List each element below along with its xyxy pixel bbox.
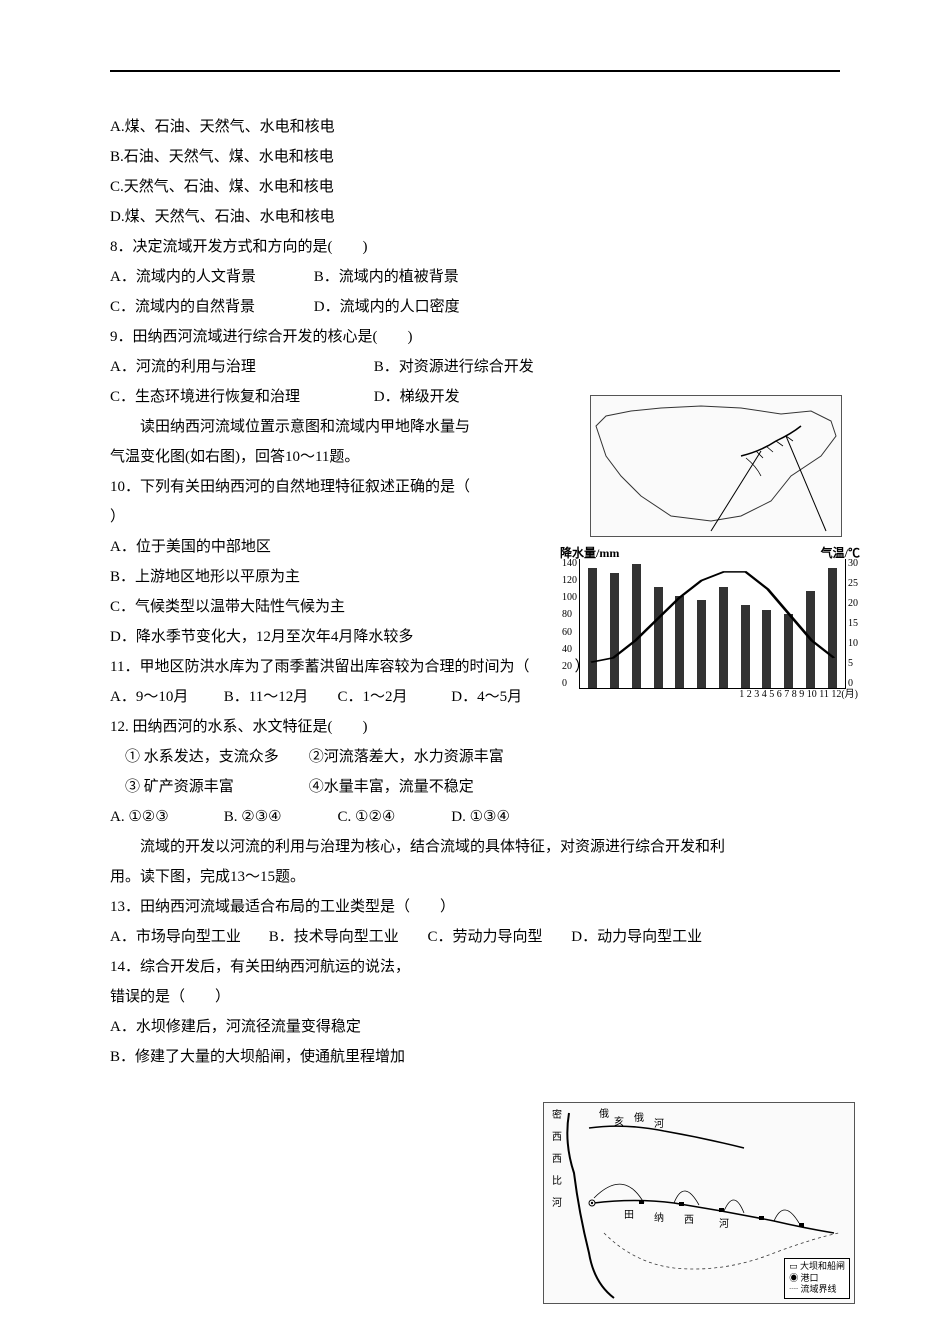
q11-opt-d: D．4～5月 — [451, 689, 522, 705]
q7-opt-b: B.石油、天然气、煤、水电和核电 — [110, 142, 840, 172]
figure-climate: 降水量/mm 气温/℃ 140120100806040200 302520151… — [560, 395, 860, 700]
q14-opt-a: A．水坝修建后，河流径流量变得稳定 — [110, 1012, 840, 1042]
svg-text:俄: 俄 — [634, 1112, 644, 1124]
y-axis-right: 302520151050 — [846, 559, 860, 689]
q12-items1: ① 水系发达，支流众多 ②河流落差大，水力资源丰富 — [110, 742, 840, 772]
svg-text:西: 西 — [552, 1132, 562, 1143]
climate-chart: 降水量/mm 气温/℃ 140120100806040200 302520151… — [560, 547, 860, 700]
y-axis-left: 140120100806040200 — [560, 559, 579, 689]
q12-opt-c: C. ①②④ — [338, 802, 448, 832]
q13-opt-c: C．劳动力导向型 — [428, 922, 568, 952]
q8-opt-d: D．流域内的人口密度 — [314, 299, 460, 315]
figure-river-basin: 密西西 比河 俄亥俄河 田纳西河 ▭ 大坝和船闸 ◉ 港口 ┈ 流域界线 — [543, 1102, 855, 1304]
q8-opt-b: B．流域内的植被背景 — [314, 269, 459, 285]
svg-text:亥: 亥 — [614, 1115, 624, 1128]
q11-opt-b: B．11～12月 — [224, 682, 334, 712]
legend: ▭ 大坝和船闸 ◉ 港口 ┈ 流域界线 — [784, 1258, 850, 1299]
q9-opt-b: B．对资源进行综合开发 — [374, 359, 534, 375]
passage1-line2: 气温变化图(如右图)，回答10～11题。 — [110, 442, 540, 472]
q7-opt-c: C.天然气、石油、煤、水电和核电 — [110, 172, 840, 202]
q7-opt-d: D.煤、天然气、石油、水电和核电 — [110, 202, 840, 232]
svg-text:西: 西 — [552, 1154, 562, 1165]
q8-row2: C．流域内的自然背景 D．流域内的人口密度 — [110, 292, 840, 322]
q12-opt-a: A. ①②③ — [110, 802, 220, 832]
passage1-line1: 读田纳西河流域位置示意图和流域内甲地降水量与 — [110, 412, 570, 442]
x-axis: 1 2 3 4 5 6 7 8 9 10 11 12(月) — [560, 689, 860, 700]
svg-text:西: 西 — [684, 1215, 694, 1226]
plot-area — [579, 559, 846, 689]
svg-text:河: 河 — [654, 1118, 664, 1130]
q11-opt-c: C．1～2月 — [338, 682, 448, 712]
q8-row1: A．流域内的人文背景 B．流域内的植被背景 — [110, 262, 840, 292]
q9-opt-a: A．河流的利用与治理 — [110, 352, 370, 382]
q12-opt-b: B. ②③④ — [224, 802, 334, 832]
q14-opt-b: B．修建了大量的大坝船闸，使通航里程增加 — [110, 1042, 840, 1072]
svg-text:比: 比 — [552, 1175, 562, 1187]
map-usa-outline — [590, 395, 842, 537]
q13-opts: A．市场导向型工业 B．技术导向型工业 C．劳动力导向型 D．动力导向型工业 — [110, 922, 840, 952]
q9-row1: A．河流的利用与治理 B．对资源进行综合开发 — [110, 352, 840, 382]
q8-stem: 8．决定流域开发方式和方向的是( ) — [110, 232, 840, 262]
q13-opt-a: A．市场导向型工业 — [110, 922, 265, 952]
q7-opt-a: A.煤、石油、天然气、水电和核电 — [110, 112, 840, 142]
q11-opt-a: A．9～10月 — [110, 682, 220, 712]
svg-text:俄: 俄 — [599, 1108, 609, 1120]
passage2-line2: 用。读下图，完成13～15题。 — [110, 862, 840, 892]
q8-opt-a: A．流域内的人文背景 — [110, 262, 310, 292]
q10-stem: 10．下列有关田纳西河的自然地理特征叙述正确的是（ — [110, 472, 540, 502]
q12-items2: ③ 矿产资源丰富 ④水量丰富，流量不稳定 — [110, 772, 840, 802]
legend-boundary: ┈ 流域界线 — [789, 1284, 845, 1296]
top-rule — [110, 70, 840, 72]
q9-opt-d: D．梯级开发 — [374, 389, 460, 405]
svg-text:河: 河 — [719, 1218, 729, 1230]
svg-text:纳: 纳 — [654, 1211, 664, 1224]
q12-opts: A. ①②③ B. ②③④ C. ①②④ D. ①③④ — [110, 802, 840, 832]
q9-stem: 9．田纳西河流域进行综合开发的核心是( ) — [110, 322, 840, 352]
q9-opt-c: C．生态环境进行恢复和治理 — [110, 382, 370, 412]
legend-port: ◉ 港口 — [789, 1273, 845, 1285]
q12-stem: 12. 田纳西河的水系、水文特征是( ) — [110, 712, 840, 742]
svg-text:田: 田 — [624, 1210, 634, 1221]
q12-opt-d: D. ①③④ — [451, 809, 510, 825]
passage2-line1: 流域的开发以河流的利用与治理为核心，结合流域的具体特征，对资源进行综合开发和利 — [110, 832, 840, 862]
q13-stem: 13．田纳西河流域最适合布局的工业类型是（ ） — [110, 892, 840, 922]
q8-opt-c: C．流域内的自然背景 — [110, 292, 310, 322]
legend-dam: ▭ 大坝和船闸 — [789, 1261, 845, 1273]
svg-text:河: 河 — [552, 1197, 562, 1209]
svg-text:密: 密 — [552, 1108, 562, 1121]
q14-stem-b: 错误的是（ ） — [110, 982, 840, 1012]
q13-opt-b: B．技术导向型工业 — [269, 922, 424, 952]
q14-stem: 14．综合开发后，有关田纳西河航运的说法， — [110, 952, 540, 982]
q13-opt-d: D．动力导向型工业 — [571, 929, 702, 945]
